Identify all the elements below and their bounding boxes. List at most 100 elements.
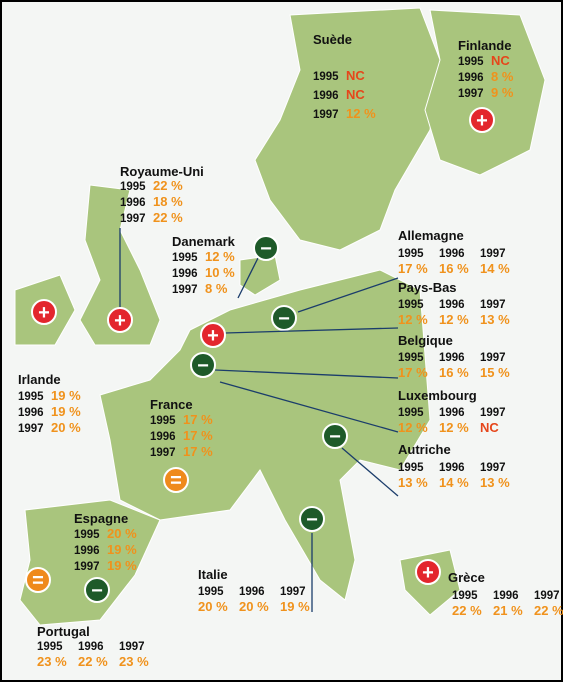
value: 13 % (398, 475, 428, 490)
year: 1996 (120, 197, 146, 209)
trend-sign: + (476, 110, 488, 132)
value: 8 % (491, 69, 514, 84)
year: 1995 (452, 590, 478, 602)
year: 1996 (78, 641, 104, 653)
year: 1996 (74, 545, 100, 557)
year: 1995 (458, 56, 484, 68)
country-name: France (150, 397, 193, 412)
year: 1996 (18, 407, 44, 419)
trend-badge (107, 307, 133, 333)
country-name: Royaume-Uni (120, 164, 204, 179)
year: 1997 (480, 352, 506, 364)
country-name: Allemagne (398, 228, 464, 243)
trend-badge (469, 107, 495, 133)
year: 1996 (313, 90, 339, 102)
year: 1996 (439, 352, 465, 364)
trend-sign: − (260, 238, 272, 260)
value: 22 % (153, 210, 183, 225)
year: 1996 (172, 268, 198, 280)
year: 1995 (120, 181, 146, 193)
value: 14 % (480, 261, 510, 276)
year: 1997 (120, 213, 146, 225)
value: 23 % (37, 654, 67, 669)
connector (297, 277, 399, 313)
trend-badge (271, 305, 297, 331)
value: 19 % (107, 542, 137, 557)
year: 1997 (150, 447, 176, 459)
year: 1996 (439, 462, 465, 474)
trend-sign: − (329, 426, 341, 448)
country-name: Finlande (458, 38, 511, 53)
value: 12 % (439, 312, 469, 327)
year: 1997 (119, 641, 145, 653)
country-name: Pays-Bas (398, 280, 457, 295)
value: 22 % (78, 654, 108, 669)
value: 8 % (205, 281, 228, 296)
year: 1995 (398, 299, 424, 311)
trend-sign: + (38, 302, 50, 324)
country-name: Irlande (18, 372, 61, 387)
finland (424, 9, 546, 176)
country-name: Belgique (398, 333, 453, 348)
value: 16 % (439, 261, 469, 276)
year: 1995 (398, 248, 424, 260)
year: 1997 (480, 248, 506, 260)
trend-sign: + (207, 325, 219, 347)
year: 1995 (398, 462, 424, 474)
trend-badge (163, 467, 189, 493)
trend-sign: − (197, 355, 209, 377)
trend-sign: − (306, 509, 318, 531)
year: 1996 (439, 407, 465, 419)
value: 22 % (534, 603, 563, 618)
value: 19 % (280, 599, 310, 614)
country-name: Danemark (172, 234, 236, 249)
year: 1997 (480, 299, 506, 311)
country-name: Autriche (398, 442, 451, 457)
year: 1997 (18, 423, 44, 435)
trend-sign: + (422, 562, 434, 584)
trend-badge (299, 506, 325, 532)
value: 9 % (491, 85, 514, 100)
year: 1995 (172, 252, 198, 264)
trend-sign: = (32, 570, 44, 592)
value: 18 % (153, 194, 183, 209)
trend-badge (415, 559, 441, 585)
value: 12 % (346, 106, 376, 121)
year: 1996 (439, 248, 465, 260)
country-name: Grèce (448, 570, 485, 585)
year: 1997 (172, 284, 198, 296)
year: 1995 (150, 415, 176, 427)
trend-badge (322, 423, 348, 449)
country-name: Portugal (37, 624, 90, 639)
value: 17 % (183, 444, 213, 459)
value: 20 % (51, 420, 81, 435)
year: 1995 (18, 391, 44, 403)
value: 10 % (205, 265, 235, 280)
value: 23 % (119, 654, 149, 669)
value: 21 % (493, 603, 523, 618)
country-name: Italie (198, 567, 228, 582)
country-name: Luxembourg (398, 388, 477, 403)
year: 1997 (534, 590, 560, 602)
iberia (19, 499, 161, 626)
value: NC (346, 68, 365, 83)
year: 1995 (313, 71, 339, 83)
value: 15 % (480, 365, 510, 380)
trend-badge (31, 299, 57, 325)
value: 14 % (439, 475, 469, 490)
value: 20 % (239, 599, 269, 614)
trend-sign: − (278, 308, 290, 330)
year: 1995 (398, 407, 424, 419)
value: 13 % (480, 312, 510, 327)
value: 12 % (398, 420, 428, 435)
value: 20 % (107, 526, 137, 541)
value: 22 % (452, 603, 482, 618)
trend-sign: − (91, 580, 103, 602)
year: 1996 (458, 72, 484, 84)
year: 1996 (150, 431, 176, 443)
year: 1997 (480, 462, 506, 474)
value: 13 % (480, 475, 510, 490)
value: NC (480, 420, 499, 435)
